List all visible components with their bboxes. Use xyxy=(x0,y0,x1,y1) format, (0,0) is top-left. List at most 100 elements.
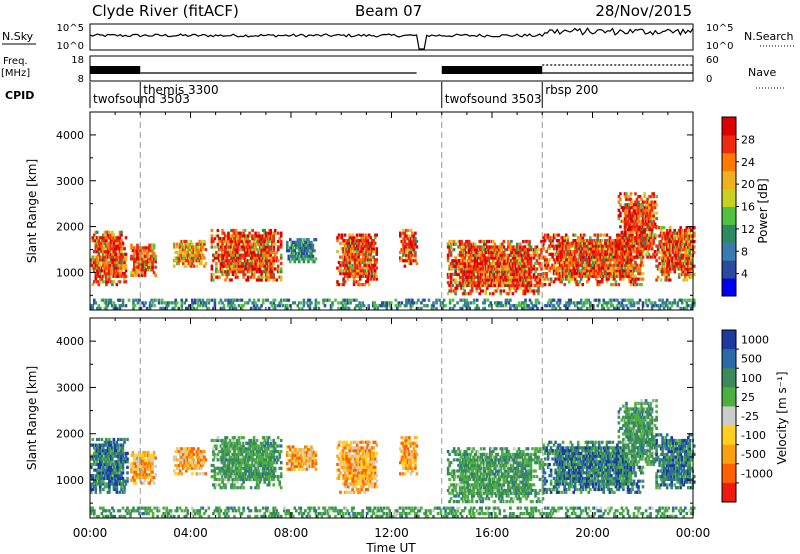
power-cell xyxy=(560,258,563,262)
power-cell xyxy=(662,250,666,255)
power-cell xyxy=(616,269,619,273)
vel-cell xyxy=(108,443,111,447)
power-cell xyxy=(617,239,621,243)
power-cell xyxy=(617,301,621,305)
power-cell xyxy=(525,304,529,308)
power-cell xyxy=(351,258,354,262)
power-cell xyxy=(240,267,244,271)
power-cell xyxy=(502,256,506,260)
power-cell xyxy=(296,254,300,258)
power-cell xyxy=(593,298,597,302)
power-cell xyxy=(102,233,105,237)
power-cell xyxy=(355,298,358,302)
nave-label: Nave xyxy=(748,66,776,79)
power-cell xyxy=(109,298,113,302)
power-cell xyxy=(671,239,675,244)
power-cell xyxy=(106,261,110,265)
power-cell xyxy=(623,195,627,199)
power-cell xyxy=(475,289,478,293)
power-cell xyxy=(402,237,405,241)
vel-cell xyxy=(97,449,101,453)
power-cell xyxy=(555,261,559,265)
power-cell xyxy=(605,261,609,265)
power-cell xyxy=(673,248,676,252)
vel-cell xyxy=(106,465,110,469)
power-cell xyxy=(162,301,165,305)
power-cell xyxy=(501,267,504,271)
power-cell xyxy=(526,283,530,288)
power-cell xyxy=(237,234,241,238)
power-cell xyxy=(97,266,101,270)
power-cell xyxy=(207,301,211,305)
power-cell xyxy=(369,255,372,259)
power-cell xyxy=(525,306,529,310)
power-cell xyxy=(634,228,637,232)
power-cell xyxy=(142,265,145,269)
power-cell xyxy=(502,250,506,255)
vel-cell xyxy=(111,460,114,464)
power-cell xyxy=(449,286,453,290)
power-cell xyxy=(664,278,667,282)
power-cell xyxy=(234,248,238,252)
power-cell xyxy=(343,258,347,262)
power-cell xyxy=(481,283,484,288)
power-cell xyxy=(619,214,622,218)
power-cell xyxy=(575,283,578,287)
power-cell xyxy=(195,264,199,268)
power-cell xyxy=(500,301,503,305)
power-cell xyxy=(586,239,589,243)
power-cell xyxy=(142,271,145,275)
power-cell xyxy=(614,269,618,273)
power-cell xyxy=(578,241,581,245)
power-cell xyxy=(426,304,429,308)
power-cell xyxy=(343,247,347,251)
power-cell xyxy=(519,304,523,308)
power-cell xyxy=(635,203,639,207)
power-cell xyxy=(191,259,194,263)
power-cell xyxy=(105,252,108,256)
power-cell xyxy=(628,222,631,226)
power-cell xyxy=(237,248,241,252)
power-cell xyxy=(685,239,689,244)
power-cell xyxy=(510,259,513,263)
power-cell xyxy=(498,250,501,255)
power-cell xyxy=(552,304,556,308)
power-cell xyxy=(188,248,191,252)
power-cell xyxy=(451,264,454,268)
power-cell xyxy=(367,283,371,287)
power-cell xyxy=(483,301,487,305)
power-cell xyxy=(589,252,592,256)
power-cell xyxy=(466,245,469,249)
power-cell xyxy=(682,306,685,310)
vel-cell xyxy=(108,465,111,469)
power-cell xyxy=(507,245,510,249)
power-cell xyxy=(563,255,566,259)
power-cell xyxy=(545,266,548,270)
power-cell xyxy=(200,248,203,252)
power-cell xyxy=(499,259,503,263)
power-cell xyxy=(384,304,387,308)
power-cell xyxy=(593,263,597,267)
power-cell xyxy=(679,261,682,266)
power-cell xyxy=(118,233,122,237)
power-cell xyxy=(342,272,345,276)
power-cell xyxy=(680,264,684,268)
power-cell xyxy=(605,272,609,276)
power-cell xyxy=(204,301,208,305)
power-cell xyxy=(505,275,509,279)
power-cell xyxy=(682,231,685,235)
power-cell xyxy=(581,261,584,265)
power-cell xyxy=(361,252,365,256)
power-cell xyxy=(517,250,521,255)
power-cell xyxy=(584,247,588,251)
power-cell xyxy=(687,256,690,260)
power-cell xyxy=(528,272,531,277)
power-cell xyxy=(579,236,583,240)
power-cell xyxy=(194,298,197,302)
power-cell xyxy=(676,301,679,305)
power-cell xyxy=(552,233,556,237)
power-cell xyxy=(373,241,377,245)
power-cell xyxy=(638,298,642,302)
power-cell xyxy=(690,239,693,244)
power-cell xyxy=(640,250,643,254)
